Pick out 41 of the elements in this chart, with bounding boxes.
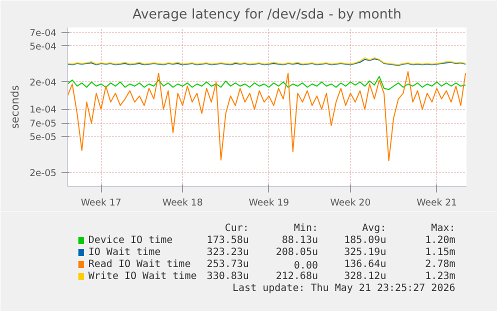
text: 88.13u (282, 235, 318, 246)
y-tick-label: 2e-04 (30, 77, 57, 88)
text: 2.78m (425, 259, 456, 270)
y-axis-title: seconds (8, 84, 22, 129)
x-tick-label: Week 21 (416, 198, 458, 208)
text: 253.73u (206, 259, 249, 270)
x-tick-label: Week 18 (162, 198, 203, 208)
text: 173.58u (206, 235, 249, 246)
text: 1.23m (425, 271, 456, 282)
text: Max: (431, 223, 456, 234)
x-tick-label: Week 19 (248, 198, 290, 208)
line-series (68, 71, 466, 162)
y-tick-label: 1e-04 (30, 104, 57, 116)
x-tick-label: Week 20 (330, 198, 371, 208)
text: 1.15m (425, 247, 456, 258)
y-tick-label: 7e-05 (30, 118, 57, 130)
line-series (68, 76, 466, 90)
text: Last update: Thu May 21 23:25:27 2026 (232, 283, 456, 294)
legend-label: Write IO Wait time (88, 271, 197, 282)
legend-label: IO Wait time (88, 247, 161, 258)
text: Avg: (362, 223, 386, 234)
text: 323.23u (206, 247, 249, 258)
text: Min: (294, 223, 318, 234)
text: 185.09u (344, 235, 386, 246)
text: 325.19u (344, 247, 386, 258)
legend-label: Read IO Wait time (88, 259, 191, 270)
text: 330.83u (206, 271, 249, 282)
x-tick-label: Week 17 (80, 198, 122, 208)
text: 328.12u (344, 271, 386, 282)
y-tick-label: 5e-04 (30, 41, 57, 52)
y-tick-label: 7e-04 (30, 28, 57, 40)
text: Cur: (224, 223, 249, 234)
text: 208.05u (276, 247, 318, 258)
y-tick-label: 2e-05 (30, 168, 57, 179)
legend-label: Device IO time (88, 235, 173, 246)
chart-title: Average latency for /dev/sda - by month (132, 8, 402, 22)
y-tick-label: 5e-05 (30, 132, 57, 143)
text: 0.00 (294, 260, 318, 272)
text: 212.68u (276, 271, 318, 282)
text: 136.64u (344, 259, 386, 270)
text: 1.20m (425, 235, 456, 246)
